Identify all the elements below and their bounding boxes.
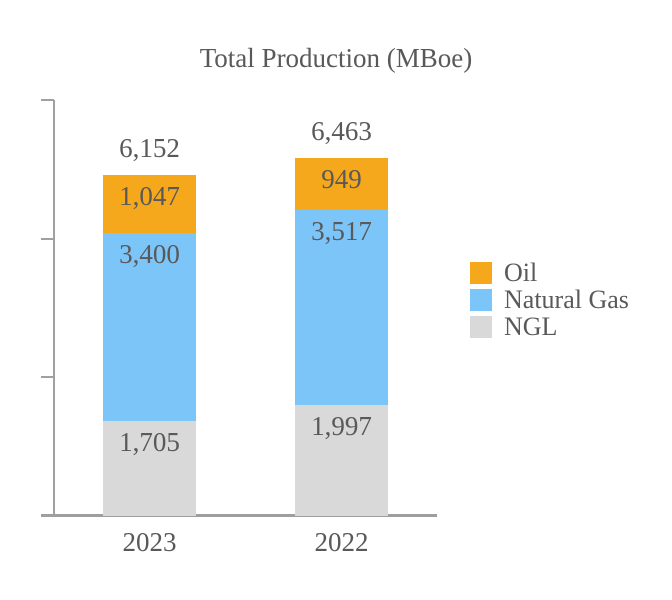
legend-item-ngl: NGL bbox=[470, 312, 629, 341]
x-axis-category-label: 2023 bbox=[122, 527, 177, 557]
legend-label: Oil bbox=[504, 258, 538, 287]
segment-value-label: 3,400 bbox=[119, 238, 180, 269]
segment-value-label: 3,517 bbox=[311, 216, 372, 247]
legend-label: NGL bbox=[504, 312, 558, 341]
y-axis-tick bbox=[41, 376, 54, 379]
segment-value-label: 949 bbox=[321, 163, 362, 194]
chart-title: Total Production (MBoe) bbox=[199, 43, 473, 73]
plot-area: 6,152 1,047 3,400 1,705 2023 6,463 949 bbox=[41, 99, 437, 557]
bar-total-label: 6,463 bbox=[311, 115, 372, 146]
legend-swatch-natural-gas-icon bbox=[470, 289, 492, 311]
y-axis-tick bbox=[41, 99, 54, 101]
y-axis-tick bbox=[41, 515, 54, 517]
bar-group: 6,152 1,047 3,400 1,705 2023 bbox=[103, 100, 196, 557]
legend-swatch-oil-icon bbox=[470, 262, 492, 284]
bar-segment-ngl[interactable]: 1,997 bbox=[295, 405, 388, 516]
segment-value-label: 1,997 bbox=[311, 411, 372, 442]
legend-item-natural-gas: Natural Gas bbox=[470, 285, 629, 314]
bar-total-label: 6,152 bbox=[119, 133, 180, 164]
legend-swatch-ngl-icon bbox=[470, 316, 492, 338]
bar-segment-ngl[interactable]: 1,705 bbox=[103, 421, 196, 516]
x-axis-category-label: 2022 bbox=[314, 527, 369, 557]
y-axis bbox=[53, 100, 55, 517]
legend-label: Natural Gas bbox=[504, 285, 629, 314]
bar-stack: 1,047 3,400 1,705 bbox=[103, 174, 196, 516]
segment-value-label: 1,705 bbox=[119, 427, 180, 458]
x-axis bbox=[41, 514, 437, 517]
legend: Oil Natural Gas NGL bbox=[470, 258, 629, 343]
legend-item-oil: Oil bbox=[470, 258, 629, 287]
bar-segment-oil[interactable]: 1,047 bbox=[103, 174, 196, 233]
segment-value-label: 1,047 bbox=[119, 180, 180, 211]
bar-segment-natural-gas[interactable]: 3,517 bbox=[295, 210, 388, 406]
bar-group: 6,463 949 3,517 1,997 2022 bbox=[295, 100, 388, 557]
bar-segment-oil[interactable]: 949 bbox=[295, 157, 388, 211]
bar-stack: 949 3,517 1,997 bbox=[295, 157, 388, 516]
y-axis-tick bbox=[41, 237, 54, 240]
bar-segment-natural-gas[interactable]: 3,400 bbox=[103, 232, 196, 422]
